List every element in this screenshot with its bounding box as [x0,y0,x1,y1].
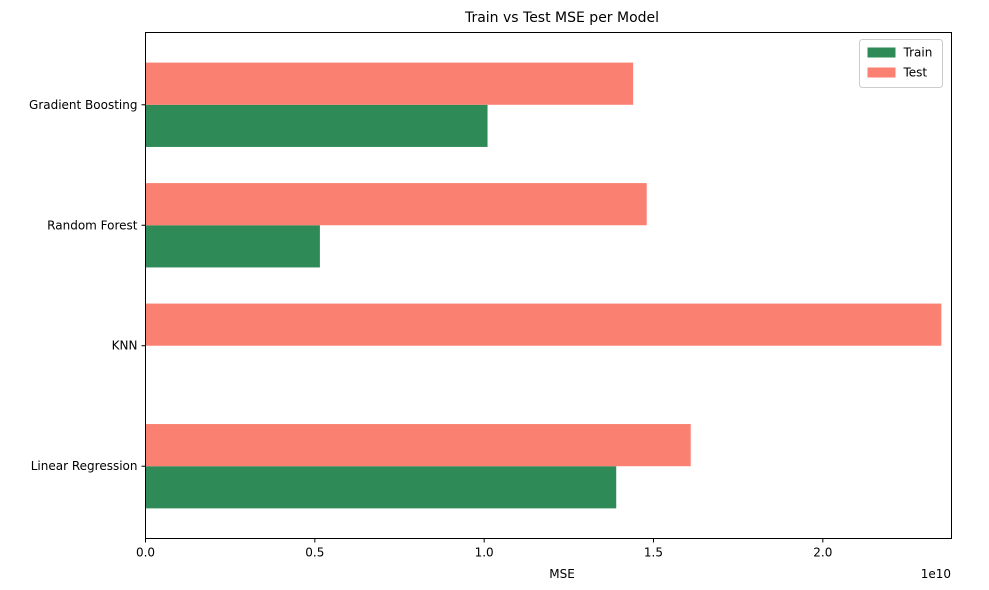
plot-frame [145,32,952,539]
bars-layer [145,62,942,509]
x-axis-offset-label: 1e10 [921,567,951,581]
legend-swatch-train [867,47,896,58]
x-tick-label: 2.0 [813,546,832,560]
y-tick-label: KNN [112,339,138,353]
y-tick-label: Linear Regression [31,459,138,473]
y-tick-label: Gradient Boosting [29,98,137,112]
chart-title: Train vs Test MSE per Model [464,10,659,26]
legend-swatch-test [867,67,896,78]
legend: Train Test [859,39,943,88]
y-axis: Linear Regression KNN Random Forest Gradien… [29,98,146,473]
x-axis-label: MSE [549,567,575,581]
legend-label-test: Test [903,66,928,80]
y-tick-label: Random Forest [47,218,138,232]
bar-train-gradient-boosting [145,104,488,147]
bar-train-linear-regression [145,466,617,509]
legend-label-train: Train [903,46,933,60]
x-tick-label: 0.0 [136,546,155,560]
bar-test-knn [145,303,942,346]
bar-test-linear-regression [145,424,691,467]
bar-test-random-forest [145,183,647,226]
x-tick-label: 0.5 [305,546,324,560]
bar-train-random-forest [145,225,320,268]
x-tick-label: 1.5 [644,546,663,560]
x-tick-label: 1.0 [475,546,494,560]
bar-test-gradient-boosting [145,62,634,105]
x-axis: 0.0 0.5 1.0 1.5 2.0 [136,538,832,560]
